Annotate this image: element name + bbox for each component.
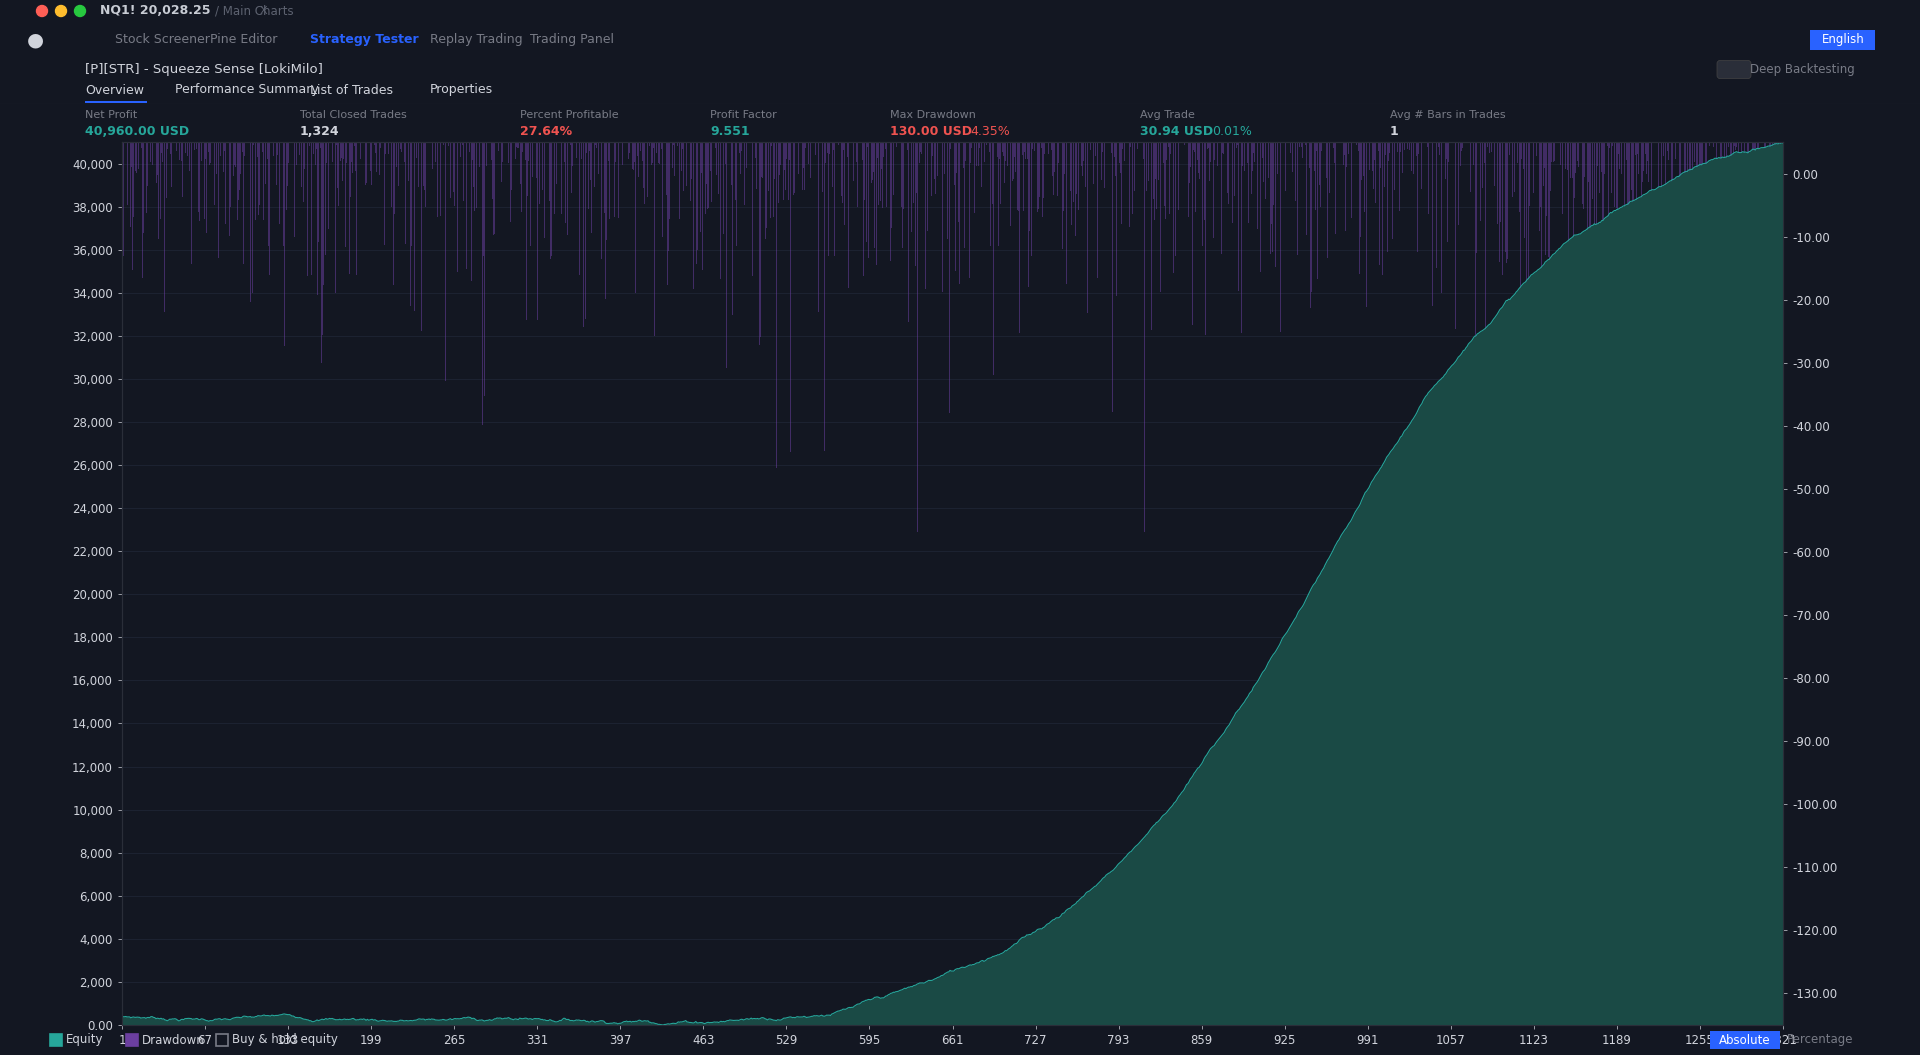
Bar <box>215 1034 228 1046</box>
Text: / Main Charts: / Main Charts <box>215 4 294 18</box>
Text: X: X <box>259 6 267 16</box>
Text: Equity: Equity <box>65 1034 104 1047</box>
Text: Max Drawdown: Max Drawdown <box>891 110 975 119</box>
Text: Strategy Tester: Strategy Tester <box>309 33 419 46</box>
Text: 27.64%: 27.64% <box>520 124 572 138</box>
Text: [P][STR] - Squeeze Sense [LokiMilo]: [P][STR] - Squeeze Sense [LokiMilo] <box>84 63 323 76</box>
Text: Pine Editor: Pine Editor <box>209 33 276 46</box>
Text: Percent Profitable: Percent Profitable <box>520 110 618 119</box>
Text: English: English <box>1822 33 1864 46</box>
Text: 1,324: 1,324 <box>300 124 340 138</box>
Bar <box>127 1034 138 1046</box>
Text: Net Profit: Net Profit <box>84 110 136 119</box>
Text: Total Closed Trades: Total Closed Trades <box>300 110 407 119</box>
Text: ●: ● <box>27 30 44 49</box>
Text: 9.551: 9.551 <box>710 124 749 138</box>
Text: Percentage: Percentage <box>1788 1034 1853 1047</box>
FancyBboxPatch shape <box>1716 60 1751 78</box>
Circle shape <box>75 5 86 17</box>
Text: Drawdown: Drawdown <box>142 1034 205 1047</box>
Text: 1: 1 <box>1390 124 1400 138</box>
Bar <box>1811 30 1876 50</box>
Text: Overview: Overview <box>84 83 144 96</box>
Text: Avg Trade: Avg Trade <box>1140 110 1194 119</box>
Text: Performance Summary: Performance Summary <box>175 83 319 96</box>
Text: Trading Panel: Trading Panel <box>530 33 614 46</box>
Bar <box>50 1034 61 1046</box>
Bar <box>1711 1031 1780 1049</box>
Text: 40,960.00 USD: 40,960.00 USD <box>84 124 190 138</box>
Text: 30.94 USD: 30.94 USD <box>1140 124 1213 138</box>
Text: 130.00 USD: 130.00 USD <box>891 124 972 138</box>
Text: Properties: Properties <box>430 83 493 96</box>
Bar <box>84 100 148 103</box>
Text: List of Trades: List of Trades <box>309 83 394 96</box>
Text: 0.01%: 0.01% <box>1213 124 1252 138</box>
Text: Absolute: Absolute <box>1718 1034 1770 1047</box>
Text: Deep Backtesting: Deep Backtesting <box>1749 63 1855 76</box>
Circle shape <box>36 5 48 17</box>
Text: Buy & hold equity: Buy & hold equity <box>232 1034 338 1047</box>
Text: NQ1! 20,028.25: NQ1! 20,028.25 <box>100 4 211 18</box>
Circle shape <box>56 5 67 17</box>
Text: Stock Screener: Stock Screener <box>115 33 209 46</box>
Text: 4.35%: 4.35% <box>970 124 1010 138</box>
Text: Profit Factor: Profit Factor <box>710 110 778 119</box>
Text: Avg # Bars in Trades: Avg # Bars in Trades <box>1390 110 1505 119</box>
Text: Replay Trading: Replay Trading <box>430 33 522 46</box>
